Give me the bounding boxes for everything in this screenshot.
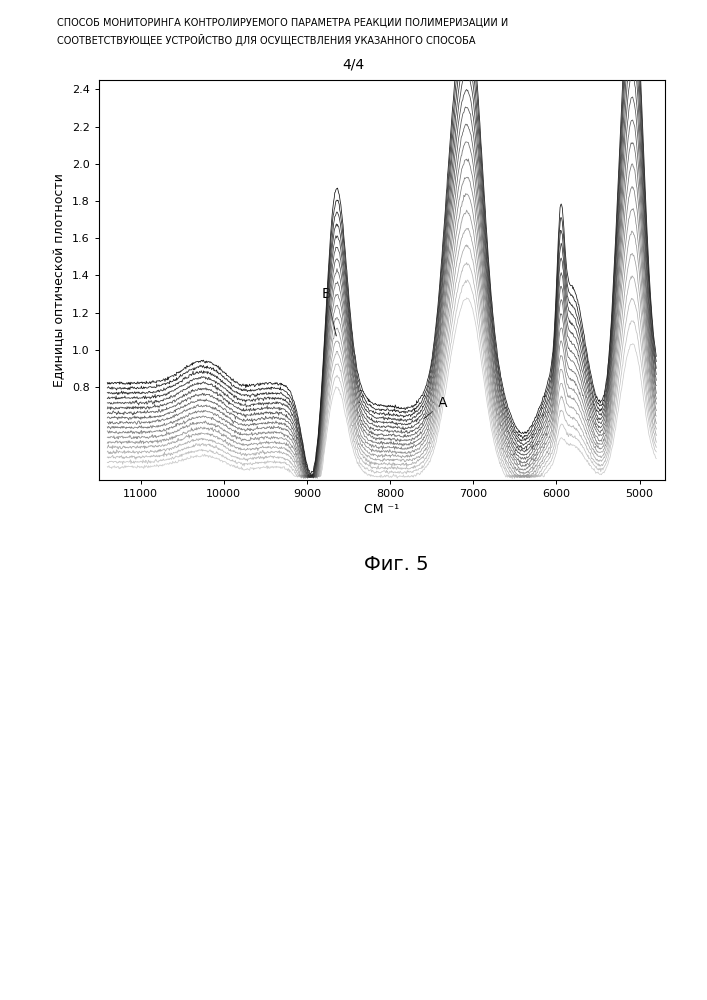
Text: A: A (423, 396, 447, 419)
Text: СООТВЕТСТВУЮЩЕЕ УСТРОЙСТВО ДЛЯ ОСУЩЕСТВЛЕНИЯ УКАЗАННОГО СПОСОБА: СООТВЕТСТВУЮЩЕЕ УСТРОЙСТВО ДЛЯ ОСУЩЕСТВЛ… (57, 34, 475, 46)
X-axis label: СМ ⁻¹: СМ ⁻¹ (364, 503, 399, 516)
Text: B: B (322, 287, 337, 336)
Text: СПОСОБ МОНИТОРИНГА КОНТРОЛИРУЕМОГО ПАРАМЕТРА РЕАКЦИИ ПОЛИМЕРИЗАЦИИ И: СПОСОБ МОНИТОРИНГА КОНТРОЛИРУЕМОГО ПАРАМ… (57, 17, 508, 27)
Y-axis label: Единицы оптической плотности: Единицы оптической плотности (54, 173, 66, 387)
Text: 4/4: 4/4 (342, 57, 365, 71)
Text: Фиг. 5: Фиг. 5 (363, 555, 428, 574)
